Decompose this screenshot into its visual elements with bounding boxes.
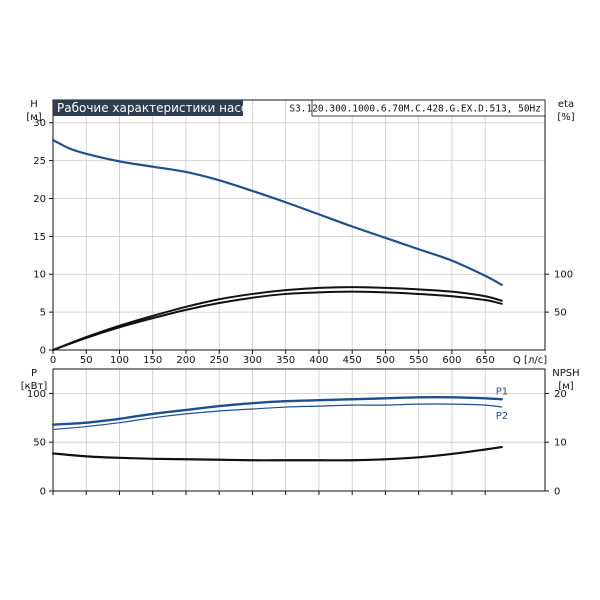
efficiency-curve-2 <box>52 290 503 351</box>
x-tick-label: 50 <box>80 355 93 366</box>
eta-axis-unit: [%] <box>557 112 574 123</box>
top-left-tick-label: 0 <box>40 346 46 357</box>
bottom-right-tick-label: 0 <box>554 487 560 498</box>
top-left-tick-label: 15 <box>33 232 46 243</box>
top-axes <box>49 99 549 354</box>
top-series <box>51 139 503 351</box>
bottom-series <box>51 395 503 462</box>
series-label-p2: P2 <box>496 411 508 422</box>
head-curve <box>51 139 503 286</box>
h-axis-title: H <box>30 99 38 110</box>
h-axis-unit: [м] <box>26 112 41 123</box>
top-frame <box>52 99 546 351</box>
npsh-curve <box>51 445 503 462</box>
x-tick-label: 200 <box>176 355 195 366</box>
bottom-right-tick-label: 20 <box>554 389 567 400</box>
bottom-labels: 0 50 100 0 10 20 P [кВт] NPSH [м] P1 P2 <box>21 368 580 498</box>
power-curve-p1 <box>51 395 503 426</box>
efficiency-curve-1 <box>52 286 503 351</box>
x-tick-label: 550 <box>409 355 428 366</box>
x-tick-label: 300 <box>243 355 262 366</box>
bottom-frame <box>52 368 546 492</box>
bottom-grid <box>53 369 545 491</box>
series-label-p1: P1 <box>496 386 508 397</box>
top-labels: 0 5 10 15 20 25 30 50 100 0 50 100 150 200 250 300 350 40… <box>26 99 574 366</box>
x-tick-label: 250 <box>210 355 229 366</box>
chart-title: Рабочие характеристики насоса <box>57 101 262 115</box>
top-left-tick-label: 20 <box>33 194 46 205</box>
x-tick-label: 150 <box>143 355 162 366</box>
x-axis-label: Q [л/с] <box>513 355 547 366</box>
bottom-left-tick-label: 0 <box>40 487 46 498</box>
top-left-tick-label: 5 <box>40 308 46 319</box>
bottom-right-tick-label: 10 <box>554 438 567 449</box>
top-right-tick-label: 100 <box>554 270 573 281</box>
bottom-left-tick-label: 50 <box>33 438 46 449</box>
x-tick-label: 400 <box>309 355 328 366</box>
npsh-axis-unit: [м] <box>558 381 573 392</box>
bottom-left-tick-label: 100 <box>27 389 46 400</box>
top-panel: 0 5 10 15 20 25 30 50 100 0 50 100 150 200 250 300 350 40… <box>26 99 574 366</box>
x-tick-label: 0 <box>50 355 56 366</box>
eta-axis-title: eta <box>558 99 574 110</box>
top-right-tick-label: 50 <box>554 308 567 319</box>
title-banner <box>53 100 243 116</box>
x-tick-label: 600 <box>442 355 461 366</box>
bottom-panel: 0 50 100 0 10 20 P [кВт] NPSH [м] P1 P2 <box>21 368 580 498</box>
p-axis-unit: [кВт] <box>21 381 48 392</box>
x-tick-label: 350 <box>276 355 295 366</box>
model-label: S3.120.300.1000.6.70M.C.428.G.EX.D.513, … <box>289 104 541 115</box>
top-left-tick-label: 10 <box>33 270 46 281</box>
top-left-tick-label: 30 <box>33 118 46 129</box>
npsh-axis-title: NPSH <box>552 368 579 379</box>
top-grid <box>53 100 545 350</box>
power-curve-p2 <box>52 403 503 431</box>
model-box <box>311 99 546 117</box>
x-tick-label: 650 <box>476 355 495 366</box>
p-axis-title: P <box>31 368 37 379</box>
top-left-tick-label: 25 <box>33 156 46 167</box>
bottom-axes <box>49 368 549 495</box>
x-tick-label: 100 <box>110 355 129 366</box>
x-tick-label: 500 <box>376 355 395 366</box>
x-tick-label: 450 <box>343 355 362 366</box>
